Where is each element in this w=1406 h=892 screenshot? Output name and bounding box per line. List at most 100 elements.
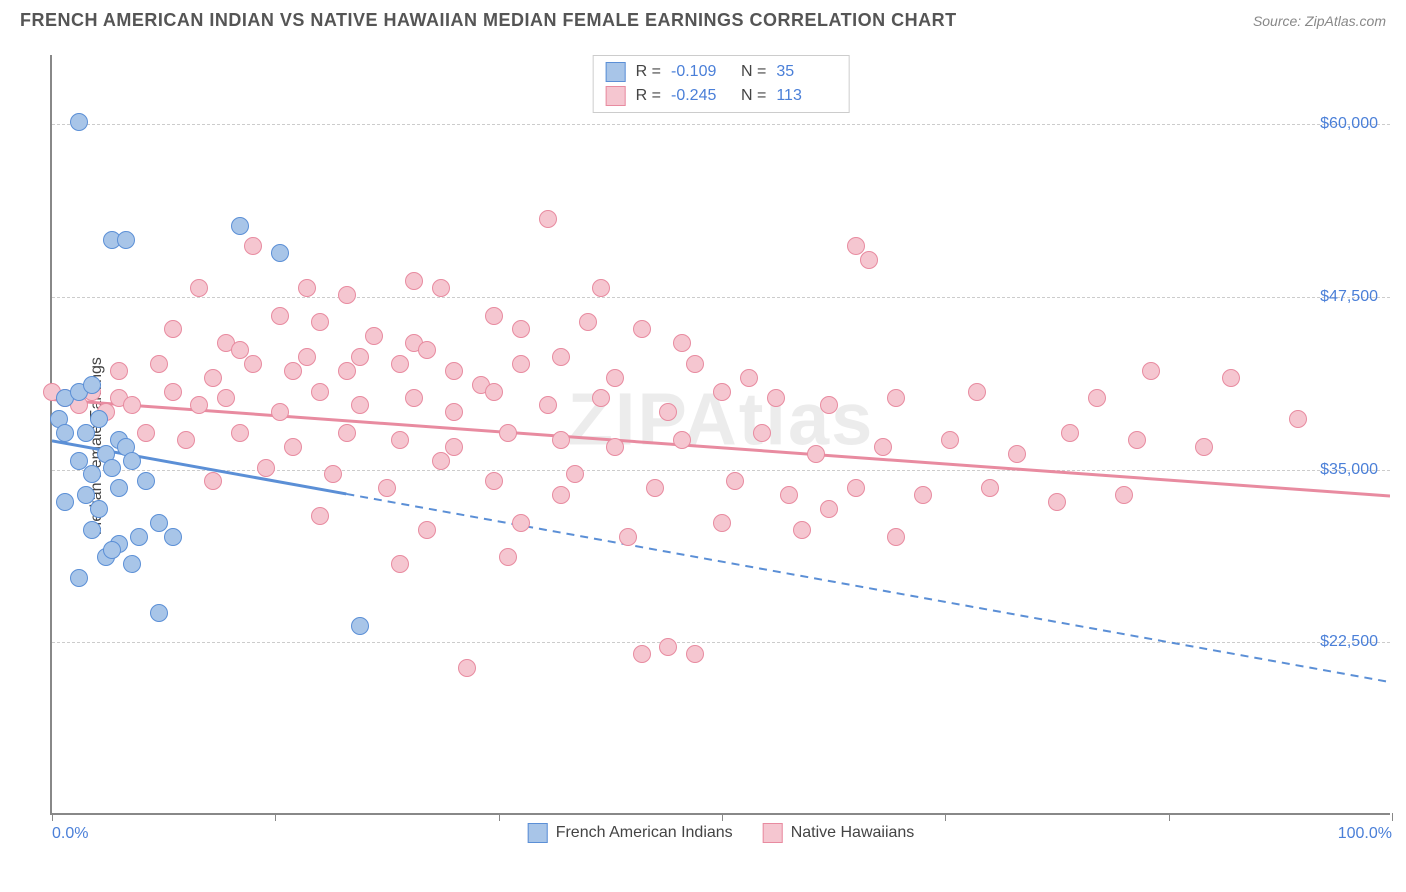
scatter-point bbox=[860, 251, 878, 269]
scatter-point bbox=[378, 479, 396, 497]
scatter-point bbox=[981, 479, 999, 497]
xtick-mark bbox=[275, 813, 276, 821]
scatter-point bbox=[820, 396, 838, 414]
scatter-point bbox=[83, 465, 101, 483]
scatter-point bbox=[284, 362, 302, 380]
scatter-point bbox=[552, 486, 570, 504]
scatter-point bbox=[512, 514, 530, 532]
scatter-point bbox=[177, 431, 195, 449]
scatter-point bbox=[592, 389, 610, 407]
scatter-point bbox=[83, 521, 101, 539]
swatch-series1 bbox=[606, 62, 626, 82]
xtick-mark bbox=[499, 813, 500, 821]
scatter-point bbox=[311, 383, 329, 401]
scatter-point bbox=[70, 113, 88, 131]
scatter-point bbox=[606, 369, 624, 387]
ytick-label: $60,000 bbox=[1320, 115, 1378, 133]
scatter-point bbox=[231, 424, 249, 442]
xtick-label: 100.0% bbox=[1338, 825, 1392, 843]
n-label-1: N = bbox=[741, 63, 766, 81]
n-label-2: N = bbox=[741, 87, 766, 105]
r-value-2: -0.245 bbox=[671, 87, 731, 105]
trend-line-solid bbox=[52, 400, 1390, 496]
scatter-point bbox=[123, 555, 141, 573]
scatter-point bbox=[780, 486, 798, 504]
scatter-point bbox=[90, 410, 108, 428]
scatter-point bbox=[1195, 438, 1213, 456]
scatter-point bbox=[271, 244, 289, 262]
stats-row-series2: R = -0.245 N = 113 bbox=[606, 84, 837, 108]
r-label-2: R = bbox=[636, 87, 661, 105]
scatter-point bbox=[1222, 369, 1240, 387]
scatter-point bbox=[351, 348, 369, 366]
scatter-point bbox=[324, 465, 342, 483]
scatter-point bbox=[968, 383, 986, 401]
scatter-point bbox=[103, 541, 121, 559]
scatter-point bbox=[137, 472, 155, 490]
legend-item-2: Native Hawaiians bbox=[763, 823, 915, 843]
scatter-point bbox=[432, 279, 450, 297]
scatter-point bbox=[83, 376, 101, 394]
scatter-point bbox=[103, 459, 121, 477]
scatter-point bbox=[713, 383, 731, 401]
trend-lines bbox=[52, 55, 1390, 813]
scatter-point bbox=[726, 472, 744, 490]
scatter-point bbox=[1142, 362, 1160, 380]
scatter-point bbox=[190, 396, 208, 414]
scatter-point bbox=[117, 231, 135, 249]
scatter-point bbox=[740, 369, 758, 387]
correlation-stats-box: R = -0.109 N = 35 R = -0.245 N = 113 bbox=[593, 55, 850, 113]
scatter-point bbox=[391, 555, 409, 573]
scatter-point bbox=[1088, 389, 1106, 407]
legend-item-1: French American Indians bbox=[528, 823, 733, 843]
r-label-1: R = bbox=[636, 63, 661, 81]
scatter-point bbox=[150, 355, 168, 373]
xtick-mark bbox=[1392, 813, 1393, 821]
scatter-point bbox=[391, 355, 409, 373]
scatter-point bbox=[552, 348, 570, 366]
scatter-point bbox=[338, 286, 356, 304]
scatter-point bbox=[445, 362, 463, 380]
trend-line-dashed bbox=[346, 494, 1390, 682]
scatter-point bbox=[673, 334, 691, 352]
scatter-point bbox=[311, 313, 329, 331]
scatter-point bbox=[271, 307, 289, 325]
scatter-point bbox=[793, 521, 811, 539]
scatter-point bbox=[284, 438, 302, 456]
scatter-point bbox=[150, 604, 168, 622]
scatter-point bbox=[164, 383, 182, 401]
scatter-point bbox=[633, 645, 651, 663]
scatter-point bbox=[914, 486, 932, 504]
scatter-point bbox=[1128, 431, 1146, 449]
scatter-point bbox=[1115, 486, 1133, 504]
scatter-point bbox=[539, 210, 557, 228]
scatter-point bbox=[499, 424, 517, 442]
ytick-label: $35,000 bbox=[1320, 461, 1378, 479]
scatter-point bbox=[418, 521, 436, 539]
scatter-point bbox=[418, 341, 436, 359]
scatter-point bbox=[137, 424, 155, 442]
scatter-point bbox=[539, 396, 557, 414]
scatter-point bbox=[887, 528, 905, 546]
scatter-point bbox=[659, 638, 677, 656]
scatter-point bbox=[579, 313, 597, 331]
scatter-point bbox=[130, 528, 148, 546]
gridline bbox=[52, 124, 1390, 125]
scatter-point bbox=[123, 396, 141, 414]
legend-label-2: Native Hawaiians bbox=[791, 824, 915, 842]
scatter-point bbox=[123, 452, 141, 470]
scatter-point bbox=[512, 355, 530, 373]
scatter-point bbox=[552, 431, 570, 449]
scatter-point bbox=[190, 279, 208, 297]
scatter-point bbox=[338, 424, 356, 442]
n-value-1: 35 bbox=[776, 63, 836, 81]
r-value-1: -0.109 bbox=[671, 63, 731, 81]
scatter-point bbox=[592, 279, 610, 297]
scatter-point bbox=[713, 514, 731, 532]
scatter-point bbox=[619, 528, 637, 546]
scatter-point bbox=[257, 459, 275, 477]
scatter-point bbox=[659, 403, 677, 421]
legend-swatch-1 bbox=[528, 823, 548, 843]
scatter-point bbox=[646, 479, 664, 497]
scatter-point bbox=[432, 452, 450, 470]
